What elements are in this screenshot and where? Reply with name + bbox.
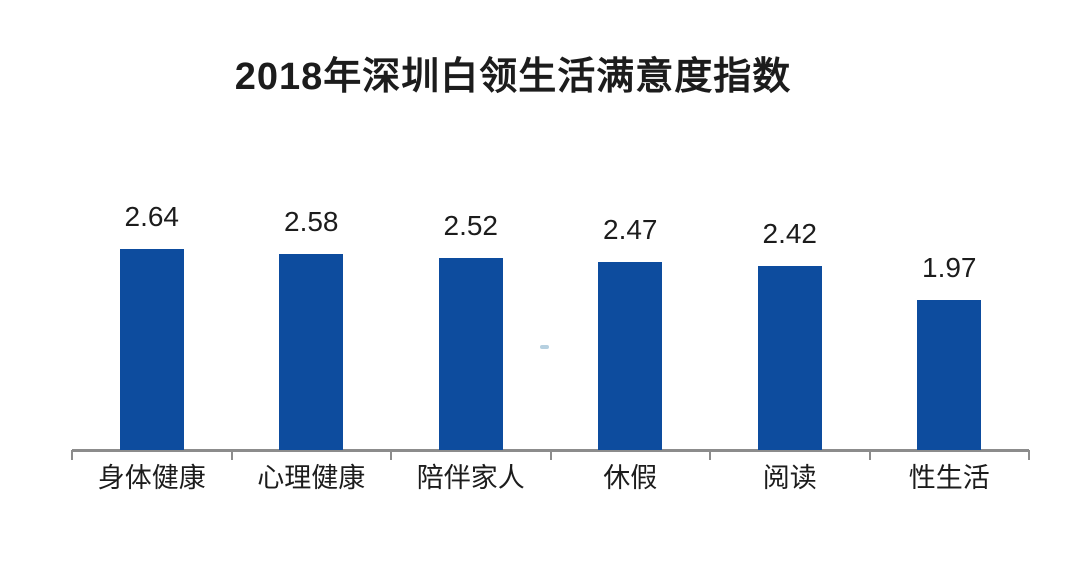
category-label-6: 性生活 [908,463,990,493]
value-label-1: 2.64 [124,201,180,232]
category-label-5: 阅读 [762,463,817,493]
bar-6 [917,300,982,450]
value-label-6: 1.97 [922,252,977,283]
value-label-3: 2.52 [443,210,499,241]
chart-title: 2018年深圳白领生活满意度指数 [234,56,792,98]
value-label-4: 2.47 [603,214,658,245]
x-axis-tick-2 [390,450,392,460]
category-label-4: 休假 [603,463,658,493]
bar-1 [119,249,184,450]
bar-4 [598,262,663,450]
x-axis-tick-5 [868,450,871,460]
x-axis-tick-0 [71,450,73,460]
stray-watermark-mark [540,345,549,349]
category-label-3: 陪伴家人 [416,463,525,493]
x-axis-tick-1 [230,450,233,460]
x-axis-tick-6 [1028,450,1030,460]
category-label-2: 心理健康 [257,463,366,493]
value-label-5: 2.42 [762,218,818,249]
value-label-2: 2.58 [284,206,339,237]
category-label-1: 身体健康 [97,463,206,493]
x-axis-tick-4 [709,450,711,460]
bar-3 [438,258,503,450]
x-axis-tick-3 [549,450,552,460]
bar-2 [279,254,344,450]
bar-5 [757,266,822,450]
